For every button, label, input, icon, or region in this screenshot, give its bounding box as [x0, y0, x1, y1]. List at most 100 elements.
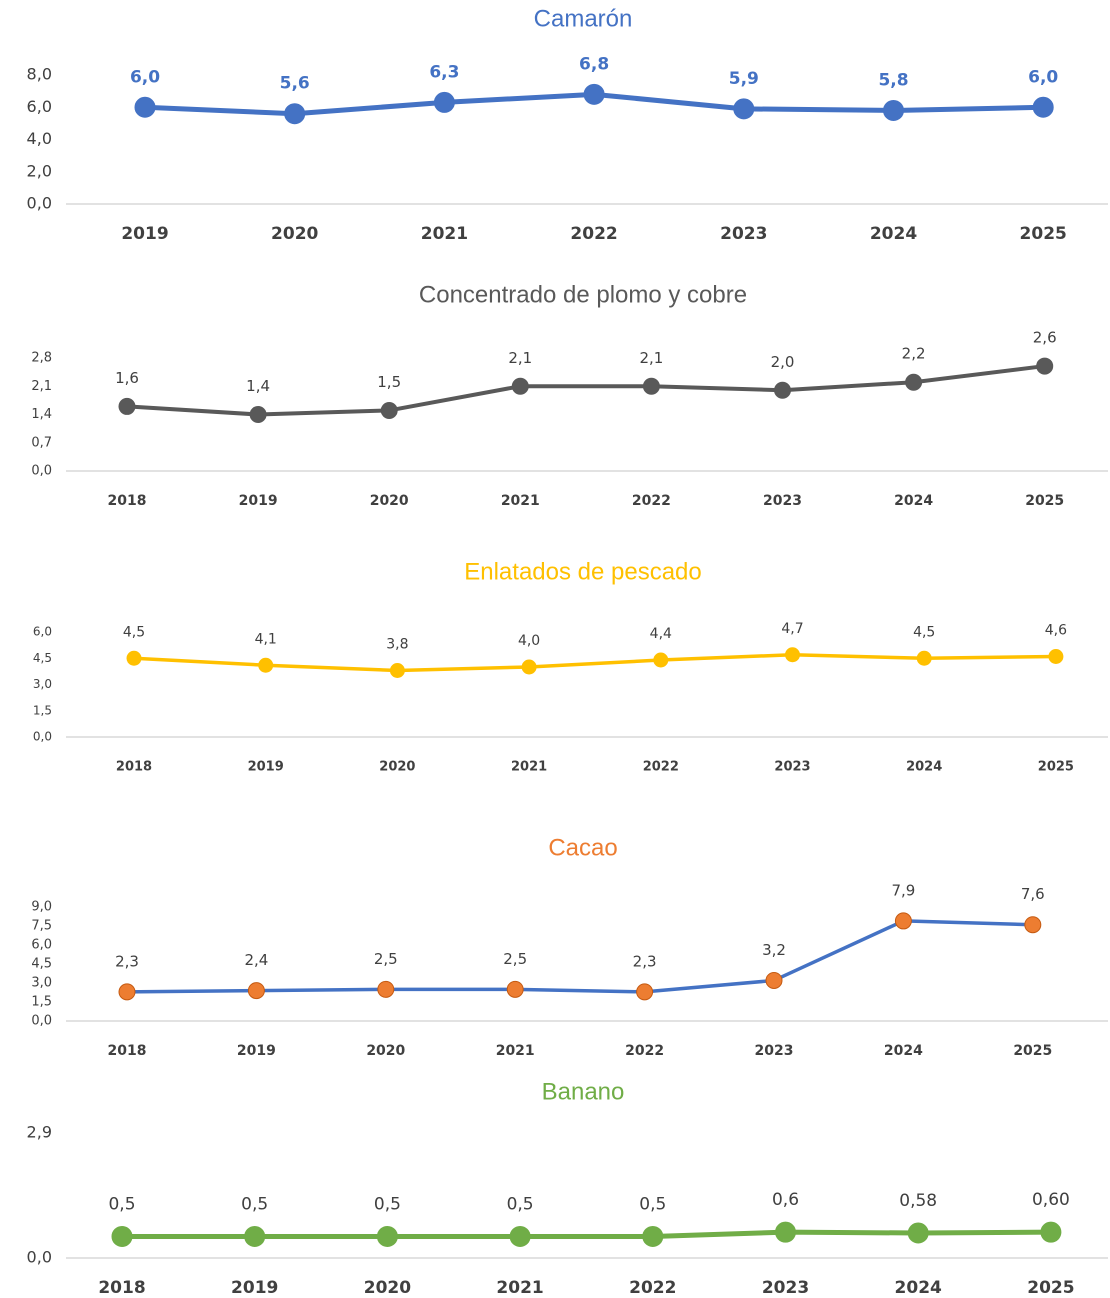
x-tick-label: 2020	[370, 493, 409, 509]
marker	[118, 397, 136, 415]
y-tick-label: 3,0	[31, 976, 52, 991]
marker	[258, 657, 274, 673]
marker	[785, 647, 800, 663]
marker	[511, 377, 529, 395]
marker	[916, 650, 932, 666]
marker	[433, 91, 455, 113]
y-tick-label: 0,0	[27, 1248, 52, 1267]
data-label: 2,4	[244, 951, 268, 969]
y-tick-label: 2,9	[27, 1123, 52, 1142]
x-tick-label: 2021	[421, 224, 468, 244]
marker	[583, 83, 605, 105]
data-label: 2,1	[508, 349, 532, 367]
y-tick-label: 4,5	[33, 651, 52, 665]
x-tick-label: 2021	[511, 760, 547, 775]
data-label: 3,2	[762, 941, 786, 959]
x-tick-label: 2022	[643, 760, 679, 775]
data-label: 6,3	[429, 62, 459, 82]
x-tick-label: 2020	[271, 224, 318, 244]
chart-title: Camarón	[534, 5, 633, 32]
data-label: 0,5	[639, 1194, 666, 1214]
marker	[377, 980, 395, 998]
data-label: 2,6	[1033, 329, 1057, 347]
marker	[509, 1225, 531, 1247]
data-label: 0,5	[241, 1194, 268, 1214]
chart-title: Cacao	[548, 834, 617, 861]
x-tick-label: 2020	[366, 1043, 405, 1059]
y-tick-label: 9,0	[31, 900, 52, 915]
data-label: 7,9	[891, 881, 915, 899]
data-label: 4,7	[781, 621, 803, 637]
y-tick-label: 0,0	[31, 464, 52, 479]
x-tick-label: 2022	[632, 493, 671, 509]
y-tick-label: 0,0	[27, 194, 52, 213]
y-tick-label: 3,0	[33, 677, 52, 691]
y-tick-label: 4,0	[27, 129, 52, 148]
marker	[126, 650, 142, 666]
data-label: 4,1	[255, 631, 277, 647]
x-tick-label: 2025	[1020, 224, 1067, 244]
data-label: 4,0	[518, 633, 540, 649]
y-tick-label: 6,0	[31, 938, 52, 953]
y-tick-label: 2,0	[27, 161, 52, 180]
marker	[249, 406, 267, 423]
marker	[247, 982, 265, 1000]
x-tick-label: 2019	[248, 760, 284, 775]
marker	[1048, 649, 1064, 664]
marker	[111, 1225, 133, 1247]
data-label: 4,4	[650, 626, 672, 642]
data-label: 2,2	[902, 345, 926, 363]
line	[133, 653, 1056, 673]
data-label: 5,9	[729, 69, 759, 89]
marker	[1032, 96, 1054, 118]
x-tick-label: 2021	[496, 1278, 543, 1298]
data-label: 1,5	[377, 373, 401, 391]
y-tick-label: 4,5	[31, 957, 52, 972]
chart-title: Concentrado de plomo y cobre	[419, 281, 747, 308]
marker	[380, 401, 398, 419]
data-label: 6,8	[579, 54, 609, 74]
x-tick-label: 2024	[884, 1043, 923, 1059]
y-tick-label: 1,5	[31, 995, 52, 1010]
y-tick-label: 8,0	[27, 65, 52, 84]
marker	[653, 652, 669, 668]
y-tick-label: 2,8	[31, 351, 52, 366]
x-tick-label: 2024	[894, 493, 933, 509]
marker	[883, 99, 904, 121]
marker	[506, 980, 524, 998]
y-tick-label: 0,0	[33, 730, 52, 744]
x-tick-label: 2023	[762, 1278, 809, 1298]
chart-title: Enlatados de pescado	[464, 558, 702, 585]
data-label: 4,6	[1045, 623, 1067, 639]
x-tick-label: 2019	[231, 1278, 278, 1298]
x-tick-label: 2024	[870, 224, 917, 244]
x-tick-label: 2019	[121, 224, 168, 244]
data-label: 0,5	[374, 1194, 401, 1214]
data-label: 0,5	[507, 1194, 534, 1214]
marker	[134, 96, 156, 118]
x-tick-label: 2023	[755, 1043, 794, 1059]
marker	[775, 1221, 796, 1243]
marker	[642, 377, 660, 395]
data-label: 2,0	[771, 353, 795, 371]
marker	[244, 1225, 266, 1247]
line	[126, 364, 1045, 417]
line	[126, 919, 1033, 994]
y-tick-label: 1,4	[31, 407, 52, 422]
x-tick-label: 2025	[1038, 760, 1074, 775]
marker	[1040, 1221, 1062, 1243]
data-label: 4,5	[123, 624, 145, 640]
x-tick-label: 2020	[379, 760, 415, 775]
data-label: 6,0	[130, 67, 160, 87]
marker	[733, 98, 755, 120]
marker	[642, 1225, 664, 1247]
marker	[1024, 916, 1042, 934]
y-tick-label: 0,0	[31, 1014, 52, 1029]
x-tick-label: 2024	[895, 1278, 942, 1298]
x-tick-label: 2021	[501, 493, 540, 509]
y-tick-label: 7,5	[31, 919, 52, 934]
x-tick-label: 2023	[774, 760, 810, 775]
y-tick-label: 2,1	[31, 379, 52, 394]
